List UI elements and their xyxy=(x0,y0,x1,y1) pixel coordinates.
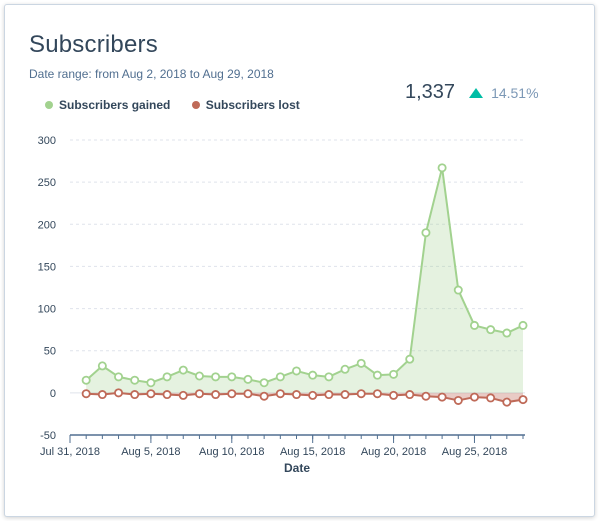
data-point[interactable] xyxy=(130,390,140,400)
data-point[interactable] xyxy=(372,370,382,380)
x-axis: Jul 31, 2018 Aug 5, 2018 Aug 10, 2018 Aug 1… xyxy=(40,434,525,458)
data-point[interactable] xyxy=(356,389,366,399)
y-tick-label: 300 xyxy=(38,135,56,147)
data-point[interactable] xyxy=(291,390,301,400)
data-point[interactable] xyxy=(81,375,91,385)
data-point[interactable] xyxy=(178,390,188,400)
data-point[interactable] xyxy=(227,372,237,382)
data-point[interactable] xyxy=(502,328,512,338)
data-point[interactable] xyxy=(356,358,366,368)
series-lines xyxy=(85,166,524,404)
series-line xyxy=(86,391,524,404)
data-point[interactable] xyxy=(421,228,431,238)
data-point[interactable] xyxy=(259,391,269,401)
data-point[interactable] xyxy=(308,390,318,400)
data-point[interactable] xyxy=(437,392,447,402)
legend-label-lost: Subscribers lost xyxy=(205,98,300,112)
series-points xyxy=(81,163,528,407)
x-tick-label: Aug 15, 2018 xyxy=(280,446,345,458)
data-point[interactable] xyxy=(372,389,382,399)
data-point[interactable] xyxy=(275,372,285,382)
y-tick-label: 50 xyxy=(44,346,56,358)
data-point[interactable] xyxy=(389,390,399,400)
data-point[interactable] xyxy=(211,372,221,382)
data-point[interactable] xyxy=(291,366,301,376)
data-point[interactable] xyxy=(486,325,496,335)
card-title: Subscribers xyxy=(29,31,158,58)
data-point[interactable] xyxy=(324,390,334,400)
data-point[interactable] xyxy=(130,375,140,385)
data-point[interactable] xyxy=(308,370,318,380)
x-axis-label: Date xyxy=(284,461,310,475)
data-point[interactable] xyxy=(453,395,463,405)
y-tick-label: -50 xyxy=(40,430,56,442)
data-point[interactable] xyxy=(502,397,512,407)
data-point[interactable] xyxy=(146,389,156,399)
data-point[interactable] xyxy=(486,393,496,403)
data-point[interactable] xyxy=(453,285,463,295)
legend-label-gained: Subscribers gained xyxy=(59,98,171,112)
x-tick-label: Aug 20, 2018 xyxy=(361,446,426,458)
data-point[interactable] xyxy=(114,372,124,382)
data-point[interactable] xyxy=(469,392,479,402)
data-point[interactable] xyxy=(340,364,350,374)
y-tick-label: 250 xyxy=(38,177,56,189)
data-point[interactable] xyxy=(421,391,431,401)
data-point[interactable] xyxy=(389,369,399,379)
legend-dot-gained xyxy=(45,101,53,109)
x-tick-label: Aug 25, 2018 xyxy=(442,446,507,458)
total-subscribers: 1,337 xyxy=(405,81,456,103)
y-tick-label: 100 xyxy=(38,304,56,316)
subscribers-card: Subscribers Date range: from Aug 2, 2018… xyxy=(4,4,595,517)
y-axis: 300 250 200 150 100 50 0 -50 xyxy=(38,135,56,442)
data-point[interactable] xyxy=(162,372,172,382)
summary-stat: 1,337 14.51% xyxy=(405,81,539,104)
y-tick-label: 150 xyxy=(38,261,56,273)
data-point[interactable] xyxy=(324,372,334,382)
chart-legend: Subscribers gained Subscribers lost xyxy=(45,98,318,112)
x-tick-label: Jul 31, 2018 xyxy=(40,446,100,458)
data-point[interactable] xyxy=(97,361,107,371)
data-point[interactable] xyxy=(178,365,188,375)
data-point[interactable] xyxy=(146,378,156,388)
legend-item-lost[interactable]: Subscribers lost xyxy=(191,98,300,112)
data-point[interactable] xyxy=(243,389,253,399)
data-point[interactable] xyxy=(194,389,204,399)
data-point[interactable] xyxy=(405,390,415,400)
data-point[interactable] xyxy=(162,390,172,400)
data-point[interactable] xyxy=(194,371,204,381)
date-range: Date range: from Aug 2, 2018 to Aug 29, … xyxy=(29,67,274,81)
data-point[interactable] xyxy=(97,390,107,400)
legend-dot-lost xyxy=(191,101,200,109)
series-area xyxy=(86,167,523,393)
trend-up-icon xyxy=(469,87,484,98)
data-point[interactable] xyxy=(81,389,91,399)
data-point[interactable] xyxy=(259,378,269,388)
y-tick-label: 200 xyxy=(38,219,56,231)
series-line xyxy=(85,166,524,384)
data-point[interactable] xyxy=(227,389,237,399)
data-point[interactable] xyxy=(405,354,415,364)
data-point[interactable] xyxy=(340,390,350,400)
x-tick-label: Aug 10, 2018 xyxy=(199,446,264,458)
change-percent: 14.51% xyxy=(491,84,539,101)
data-point[interactable] xyxy=(518,320,528,330)
data-point[interactable] xyxy=(275,389,285,399)
x-tick-label: Aug 5, 2018 xyxy=(121,446,180,458)
legend-item-gained[interactable]: Subscribers gained xyxy=(45,98,170,112)
data-point[interactable] xyxy=(469,320,479,330)
data-point[interactable] xyxy=(243,374,253,384)
data-point[interactable] xyxy=(437,163,447,173)
data-point[interactable] xyxy=(211,390,221,400)
data-point[interactable] xyxy=(114,388,124,398)
y-tick-label: 0 xyxy=(50,388,56,400)
data-point[interactable] xyxy=(518,395,528,405)
